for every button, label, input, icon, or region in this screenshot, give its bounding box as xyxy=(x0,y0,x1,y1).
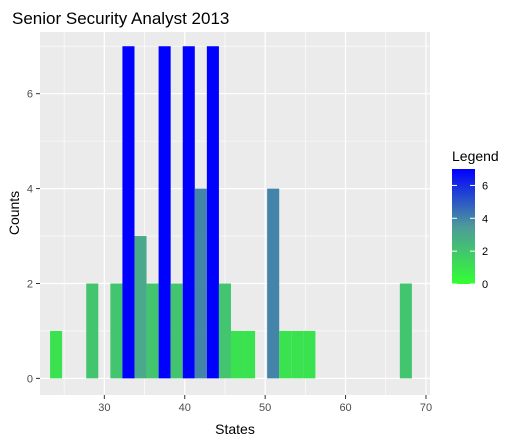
histogram-bar xyxy=(303,330,316,379)
histogram-bar xyxy=(170,283,183,379)
histogram-bar xyxy=(267,188,280,379)
histogram-bar xyxy=(243,330,256,379)
y-tick-label: 2 xyxy=(27,278,33,290)
y-tick-label: 0 xyxy=(27,373,33,385)
histogram-bar xyxy=(134,236,147,379)
x-tick-label: 30 xyxy=(98,402,110,414)
histogram-bar xyxy=(110,283,123,379)
histogram-bar xyxy=(122,46,135,379)
histogram-bar xyxy=(218,283,231,379)
legend-title: Legend xyxy=(452,148,499,164)
histogram-bar xyxy=(158,46,171,379)
x-tick-label: 40 xyxy=(179,402,191,414)
histogram-bars xyxy=(50,46,412,379)
legend-tick-label: 6 xyxy=(482,180,488,192)
y-tick-label: 4 xyxy=(27,184,33,196)
legend-ticks: 0 2 4 6 xyxy=(452,180,488,291)
chart-title: Senior Security Analyst 2013 xyxy=(12,9,229,28)
legend-tick-label: 2 xyxy=(482,246,488,258)
histogram-bar xyxy=(86,283,99,379)
x-axis-title: States xyxy=(215,421,255,437)
y-axis-title: Counts xyxy=(6,191,22,235)
x-tick-label: 70 xyxy=(420,402,432,414)
histogram-bar xyxy=(206,46,219,379)
y-tick-label: 6 xyxy=(27,89,33,101)
legend: Legend 0 2 4 6 xyxy=(452,148,499,291)
y-axis-ticks: 0 2 4 6 xyxy=(27,89,40,385)
histogram-bar xyxy=(50,330,63,379)
histogram-bar xyxy=(182,46,195,379)
histogram-bar xyxy=(279,330,292,379)
legend-tick-label: 4 xyxy=(482,213,488,225)
histogram-bar xyxy=(291,330,304,379)
legend-tick-label: 0 xyxy=(482,279,488,291)
histogram-bar xyxy=(230,330,244,379)
histogram-bar xyxy=(146,283,159,379)
x-tick-label: 50 xyxy=(259,402,271,414)
histogram-bar xyxy=(399,283,412,379)
x-axis-ticks: 30 40 50 60 70 xyxy=(98,395,432,414)
histogram-bar xyxy=(194,188,207,379)
legend-colorbar xyxy=(452,169,475,284)
x-tick-label: 60 xyxy=(339,402,351,414)
